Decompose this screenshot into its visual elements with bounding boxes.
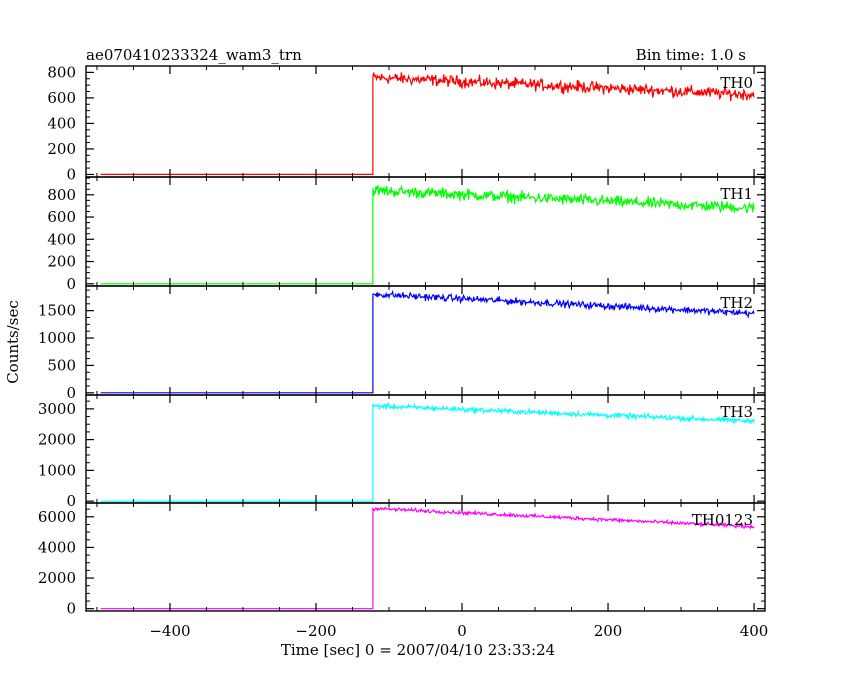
y-tick-label: 0 [66, 384, 76, 402]
bin-time-label: Bin time: 1.0 s [636, 46, 746, 64]
y-tick-label: 1000 [38, 329, 76, 347]
y-tick-label: 400 [47, 114, 76, 132]
y-tick-label: 600 [47, 89, 76, 107]
panel-label-th3: TH3 [720, 403, 753, 421]
y-tick-label: 800 [47, 63, 76, 81]
x-tick-label: 400 [740, 622, 769, 640]
y-tick-label: 800 [47, 186, 76, 204]
y-tick-label: 200 [47, 253, 76, 271]
y-tick-label: 0 [66, 600, 76, 618]
y-tick-label: 2000 [38, 431, 76, 449]
x-tick-label: −200 [295, 622, 336, 640]
x-tick-label: 0 [457, 622, 467, 640]
y-tick-label: 0 [66, 165, 76, 183]
series-line-th0123 [100, 506, 755, 610]
x-axis-label: Time [sec] 0 = 2007/04/10 23:33:24 [281, 641, 555, 659]
y-tick-label: 0 [66, 275, 76, 293]
y-tick-label: 4000 [38, 538, 76, 556]
panel-frame [85, 502, 766, 612]
y-tick-label: 200 [47, 140, 76, 158]
panel-label-th0: TH0 [720, 74, 753, 92]
chart-title: ae070410233324_wam3_trn [86, 46, 302, 64]
series-line-th2 [100, 289, 755, 394]
x-tick-label: 200 [594, 622, 623, 640]
panel-frame [85, 285, 766, 396]
panel-label-th1: TH1 [720, 185, 753, 203]
series-line-th0 [100, 72, 755, 175]
y-tick-label: 2000 [38, 569, 76, 587]
y-tick-label: 500 [47, 356, 76, 374]
panels-group: 0 200 400 600 800 TH0 0 200 400 600 800 TH1 0 500 1000… [38, 63, 769, 640]
y-axis-label: Counts/sec [4, 300, 22, 384]
y-tick-label: 600 [47, 208, 76, 226]
panel-label-th2: TH2 [720, 294, 753, 312]
panel-label-th0123: TH0123 [692, 511, 753, 529]
y-tick-label: 1500 [38, 302, 76, 320]
y-tick-label: 3000 [38, 400, 76, 418]
series-line-th3 [100, 401, 755, 502]
panel-frame [85, 394, 766, 504]
y-tick-label: 0 [66, 492, 76, 510]
panel-frame [85, 65, 766, 178]
x-tick-label: −400 [149, 622, 190, 640]
y-tick-label: 400 [47, 230, 76, 248]
y-tick-label: 6000 [38, 508, 76, 526]
series-line-th1 [100, 184, 755, 285]
y-tick-label: 1000 [38, 461, 76, 479]
